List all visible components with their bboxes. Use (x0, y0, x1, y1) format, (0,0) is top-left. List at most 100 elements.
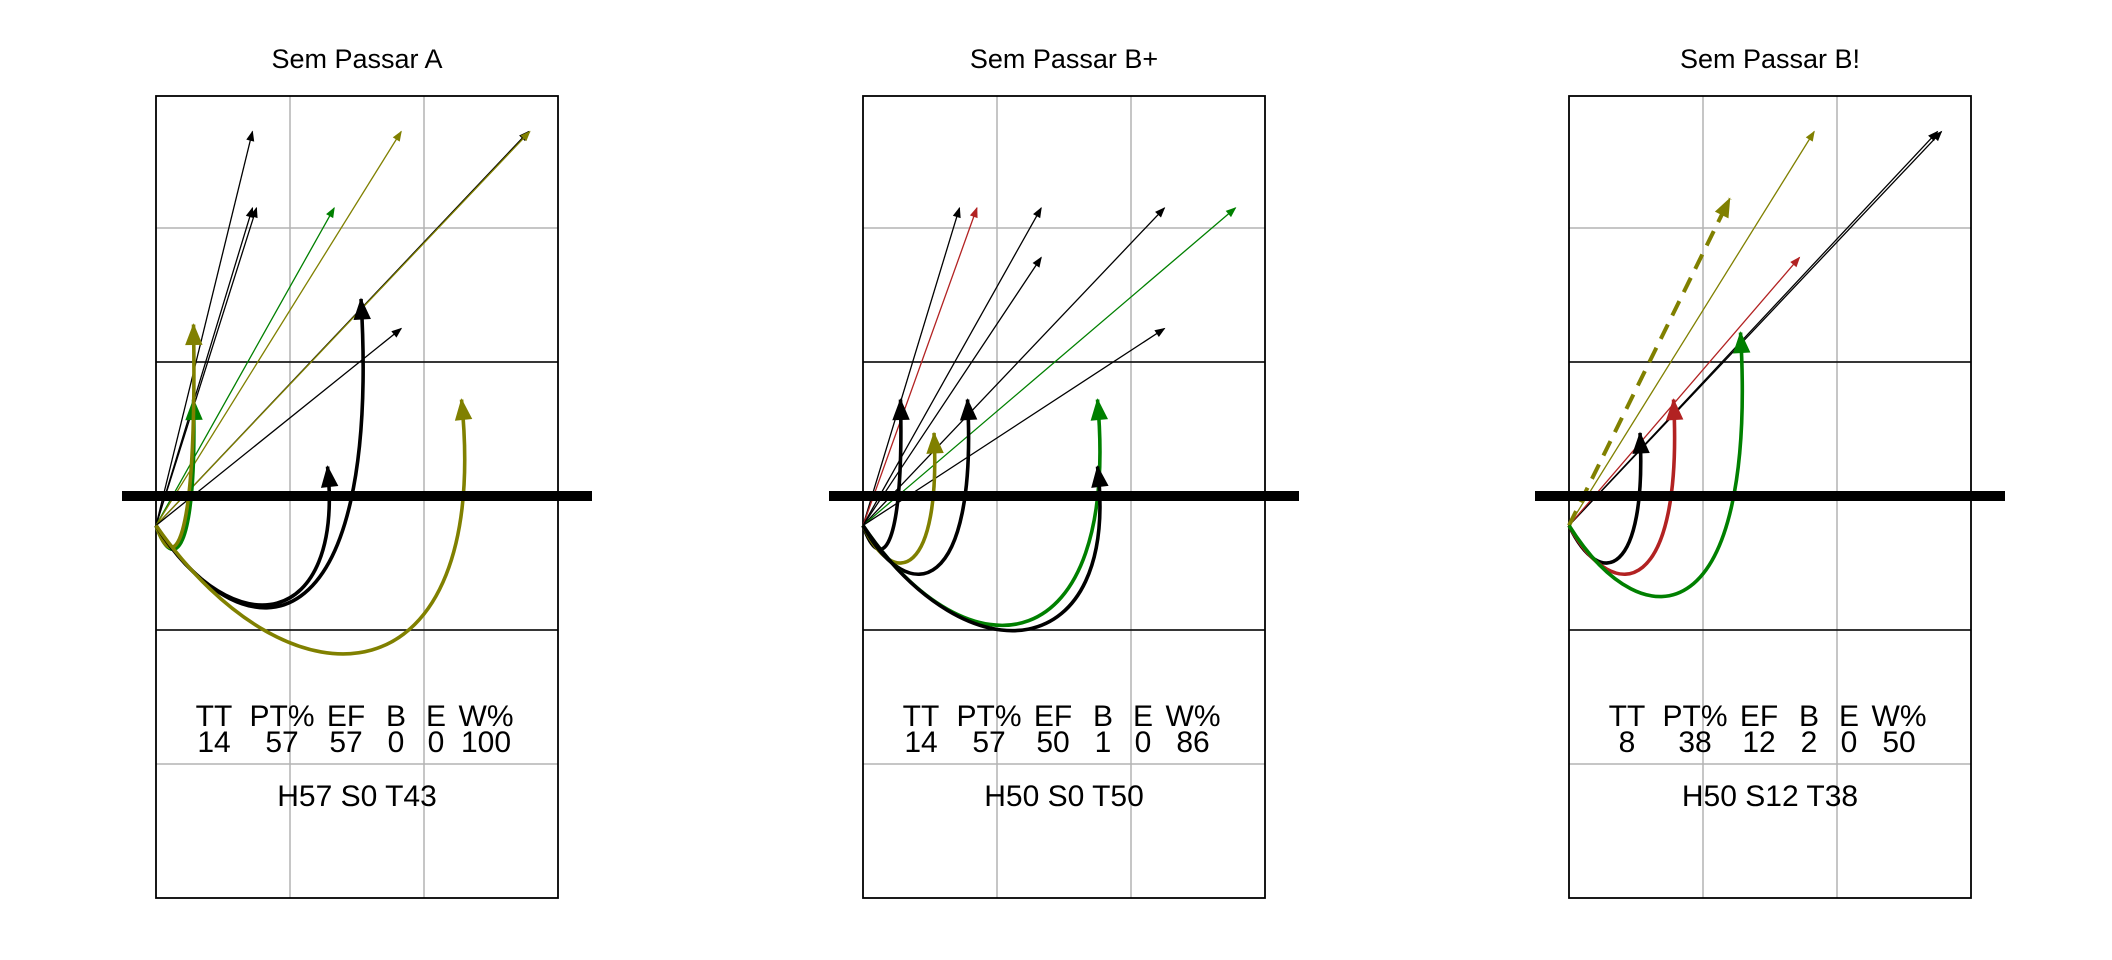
arrowhead (185, 323, 203, 346)
arrowhead (1732, 331, 1751, 354)
arrowhead (1225, 207, 1237, 218)
stats-value-cell: 0 (428, 726, 445, 759)
arrowhead (959, 398, 978, 421)
panel-title: Sem Passar B+ (970, 44, 1158, 74)
attack-path-straight (862, 207, 1236, 526)
arrowhead (952, 206, 961, 219)
summary-text: H50 S12 T38 (1682, 780, 1858, 813)
arrowhead (246, 130, 255, 142)
arrowhead (1033, 206, 1042, 219)
stats-value-cell: 50 (1882, 726, 1915, 759)
stats-value-cell: 50 (1036, 726, 1069, 759)
attack-path-curved (861, 399, 1102, 628)
stats-header-cell: E (426, 700, 446, 733)
stats-header-cell: E (1133, 700, 1153, 733)
panel-2: Sem Passar B+ TT PT% EF B E W% 14 57 50 1 0 86 H50 S0… (829, 44, 1299, 899)
stats-value-cell: 57 (265, 726, 298, 759)
arrowhead (1928, 130, 1939, 142)
stats-value-cell: 2 (1801, 726, 1818, 759)
arrowhead (926, 431, 944, 454)
attack-path-straight (862, 207, 978, 526)
stats-header-cell: W% (1872, 700, 1927, 733)
arrowhead (1805, 130, 1815, 142)
arrowhead (353, 297, 371, 320)
arrowhead (520, 130, 531, 142)
stats-header-cell: E (1839, 700, 1859, 733)
stats-value-cell: 8 (1619, 726, 1636, 759)
arrowhead (1932, 130, 1943, 142)
arrowhead (391, 327, 403, 338)
attack-path-straight (155, 207, 258, 526)
stats-table: TT PT% EF B E W% 8 38 12 2 0 50 (1609, 700, 1927, 759)
arrowhead (326, 206, 335, 219)
stats-header-cell: B (1093, 700, 1113, 733)
panel-3: Sem Passar B! TT PT% EF B E W% 8 38 12 2 0 50 H50 S12… (1535, 44, 2005, 899)
stats-header-cell: EF (327, 700, 365, 733)
stats-value-cell: 0 (388, 726, 405, 759)
attack-paths (154, 130, 531, 656)
attack-path-straight (155, 131, 254, 526)
stats-header-cell: PT% (956, 700, 1021, 733)
attack-path-straight (862, 207, 961, 526)
attack-path-curved (154, 298, 365, 610)
stats-value-cell: 86 (1176, 726, 1209, 759)
stats-value-cell: 0 (1135, 726, 1152, 759)
attack-path-dashed (1567, 197, 1732, 527)
arrowhead (1154, 327, 1166, 338)
stats-header-cell: TT (1609, 700, 1646, 733)
arrowhead (1090, 398, 1109, 421)
panel-1: Sem Passar A TT PT% EF B E W% 14 57 57 0 0 100 H57 S0… (122, 44, 592, 899)
attack-path-curved (154, 399, 467, 656)
arrowhead (320, 465, 339, 488)
arrowhead (454, 398, 473, 421)
stats-value-cell: 100 (461, 726, 511, 759)
stats-value-cell: 1 (1095, 726, 1112, 759)
attack-path-curved (154, 324, 196, 550)
stats-header-cell: EF (1034, 700, 1072, 733)
attack-path-straight (1568, 131, 1938, 526)
stats-header-cell: EF (1740, 700, 1778, 733)
stats-header-cell: TT (903, 700, 940, 733)
attack-paths (1567, 130, 1943, 599)
attack-paths (861, 206, 1237, 633)
attack-path-curved (1567, 332, 1745, 599)
attack-path-straight (155, 207, 335, 526)
stats-value-cell: 0 (1841, 726, 1858, 759)
summary-text: H50 S0 T50 (984, 780, 1144, 813)
arrowhead (892, 398, 910, 421)
stats-value-cell: 57 (329, 726, 362, 759)
stats-header-cell: B (386, 700, 406, 733)
attack-path-straight (862, 257, 1042, 526)
panel-title: Sem Passar B! (1680, 44, 1860, 74)
stats-header-cell: B (1799, 700, 1819, 733)
attack-path-straight (1568, 131, 1815, 526)
arrowhead (1155, 207, 1166, 218)
arrowhead (969, 206, 978, 219)
arrowhead (1032, 256, 1042, 268)
stats-value-cell: 14 (904, 726, 937, 759)
arrowhead (1790, 256, 1801, 268)
panel-title: Sem Passar A (271, 44, 442, 74)
arrowhead (392, 130, 402, 142)
arrowhead (1714, 197, 1731, 219)
arrowhead (1091, 465, 1109, 488)
stats-header-cell: TT (196, 700, 233, 733)
stats-value-cell: 14 (197, 726, 230, 759)
stats-header-cell: W% (1166, 700, 1221, 733)
stats-header-cell: PT% (1662, 700, 1727, 733)
stats-header-cell: W% (459, 700, 514, 733)
attack-path-straight (862, 207, 1042, 526)
stats-table: TT PT% EF B E W% 14 57 50 1 0 86 (903, 700, 1221, 759)
arrowhead (1632, 431, 1650, 454)
stats-value-cell: 57 (972, 726, 1005, 759)
attack-path-straight (155, 131, 531, 526)
stats-header-cell: PT% (249, 700, 314, 733)
court-grid (156, 96, 558, 898)
attack-path-straight (1568, 257, 1800, 526)
stats-value-cell: 12 (1742, 726, 1775, 759)
stats-value-cell: 38 (1678, 726, 1711, 759)
summary-text: H57 S0 T43 (277, 780, 437, 813)
arrowhead (1665, 398, 1684, 421)
